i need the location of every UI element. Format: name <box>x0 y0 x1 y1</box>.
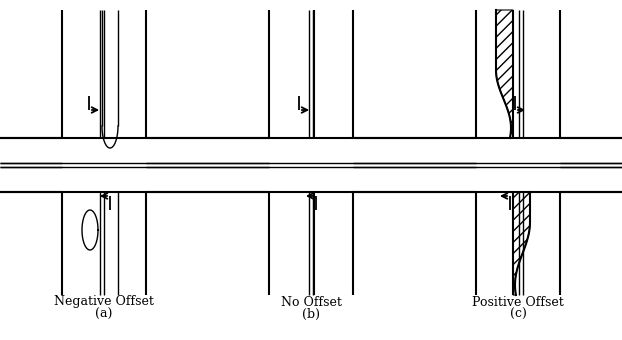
Polygon shape <box>496 10 513 138</box>
Text: (a): (a) <box>95 307 113 321</box>
Text: No Offset: No Offset <box>281 295 341 308</box>
Polygon shape <box>513 192 530 295</box>
Text: (c): (c) <box>509 307 526 321</box>
Text: (b): (b) <box>302 307 320 321</box>
Text: Negative Offset: Negative Offset <box>54 295 154 308</box>
Text: Positive Offset: Positive Offset <box>472 295 564 308</box>
